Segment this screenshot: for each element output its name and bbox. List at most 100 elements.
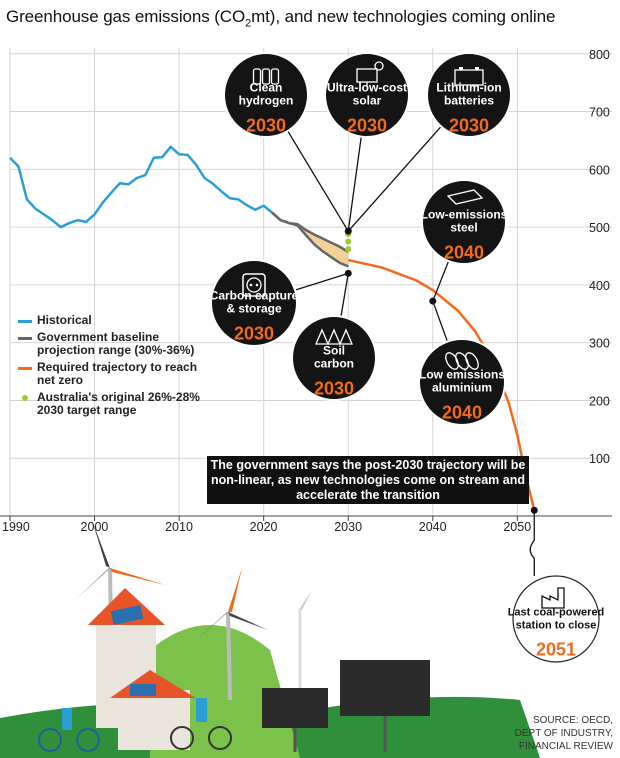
bubble-circle: [324, 52, 410, 138]
illustration: [0, 520, 540, 758]
bubble-circle: [210, 259, 298, 347]
legend-label: Government baseline projection range (30…: [37, 329, 195, 357]
wind-turbine-blade: [196, 612, 228, 640]
legend-item-historical: Historical: [18, 313, 218, 328]
bubble-title-line: aluminium: [432, 381, 492, 395]
y-tick-label: 700: [589, 106, 610, 120]
data-marker: [344, 269, 352, 277]
series-net-zero-trajectory: [347, 258, 536, 511]
grid: [9, 48, 612, 516]
trees-icon: [315, 328, 353, 345]
bubble-title-line: carbon: [314, 357, 354, 371]
y-tick-label: 800: [589, 48, 610, 62]
legend-item-baseline: Government baseline projection range (30…: [18, 329, 218, 358]
bubble-year: 2040: [442, 403, 482, 423]
bubble-title-line: Last coal-powered: [508, 607, 605, 619]
x-tick-label: 2030: [334, 520, 362, 534]
source-note: SOURCE: OECD, DEPT OF INDUSTRY, FINANCIA…: [515, 714, 613, 753]
axes: 100 200 300 400 500 600 700 800 1990 2000 2010 2020…: [0, 48, 612, 534]
bubble-title-line: solar: [353, 94, 382, 108]
legend-label: Historical: [37, 313, 92, 327]
hydrogen-cylinders-icon: [252, 68, 280, 85]
steel-beam-icon: [446, 189, 484, 205]
bubble-title-line: Low-emissions: [421, 208, 508, 222]
cylinder: [252, 68, 262, 85]
bicycle-wheel: [170, 726, 194, 750]
legend-label: Required trajectory to reach net zero: [37, 359, 198, 387]
wind-turbine-blade: [228, 612, 268, 630]
bubble-title-line: batteries: [444, 94, 494, 108]
roof-solar-panel: [130, 684, 156, 696]
target-range-dot: [345, 246, 352, 253]
data-marker: [429, 297, 437, 305]
bubble-circle: [223, 52, 309, 138]
legend-item-target: Australia's original 26%-28% 2030 target…: [18, 389, 218, 418]
bubble-title-line: steel: [450, 221, 477, 235]
roof-solar-panel: [110, 605, 144, 625]
x-tick-label: 2040: [419, 520, 447, 534]
power-socket-icon: [242, 273, 266, 297]
wind-turbine-blade: [75, 568, 110, 600]
bubble-year: 2030: [347, 116, 387, 136]
y-tick-label: 200: [589, 394, 610, 408]
wind-turbine-blade: [300, 590, 312, 610]
bubble-title-line: Clean: [250, 81, 283, 95]
wind-turbine-tower: [226, 611, 232, 701]
source-line: FINANCIAL REVIEW: [518, 741, 613, 752]
wind-turbine-blade: [228, 568, 242, 612]
y-tick-label: 300: [589, 337, 610, 351]
roll: [465, 352, 479, 370]
bubble-year: 2051: [536, 640, 576, 660]
bubble-year: 2030: [246, 116, 286, 136]
socket-pin: [249, 283, 253, 287]
legend-swatch: [18, 336, 32, 340]
title-sub: 2: [245, 17, 252, 30]
battery-icon: [454, 67, 484, 86]
aluminium-rolls-icon: [445, 352, 479, 370]
bubble-title-line: Carbon capture: [210, 289, 299, 303]
x-tick-label: 2050: [503, 520, 531, 534]
bubble-year: 2030: [234, 324, 274, 344]
bubble-circle: [512, 575, 600, 663]
y-tick-label: 500: [589, 221, 610, 235]
beam: [446, 189, 484, 205]
bubble-title-line: Lithium-ion: [436, 81, 501, 95]
bicycle-wheel: [76, 728, 100, 752]
tree: [339, 328, 353, 345]
legend-label: Australia's original 26%-28% 2030 target…: [37, 389, 200, 417]
series-baseline-lower: [271, 211, 349, 268]
target-range-dot: [345, 238, 352, 245]
title-main: Greenhouse gas emissions (CO: [6, 7, 246, 26]
bubble-title-line: Ultra-low-cost: [327, 81, 407, 95]
bubble-title-line: hydrogen: [239, 94, 294, 108]
legend-swatch: [18, 320, 32, 323]
cyclist: [196, 698, 207, 722]
house-roof: [88, 588, 165, 625]
terminal: [475, 67, 479, 70]
x-tick-label: 2000: [81, 520, 109, 534]
source-line: SOURCE: OECD,: [532, 715, 613, 726]
bubble-circle: [426, 52, 512, 138]
bubble-year: 2040: [444, 243, 484, 263]
bubble-title-line: station to close: [516, 620, 597, 632]
y-tick-label: 400: [589, 279, 610, 293]
cyclist: [62, 708, 72, 730]
bubble-circle: [418, 338, 506, 426]
house-extension: [118, 690, 190, 750]
socket-pin: [255, 283, 259, 287]
battery-body: [454, 69, 484, 86]
title-rest: mt), and new technologies coming online: [251, 7, 556, 26]
data-marker: [344, 227, 352, 235]
bubble-title-line: & storage: [226, 302, 282, 316]
ground-solar-panel: [340, 660, 430, 716]
tree: [327, 328, 341, 345]
marker-layer: [344, 227, 538, 514]
legend-swatch: [22, 394, 28, 401]
wind-turbine-blade: [110, 568, 165, 585]
